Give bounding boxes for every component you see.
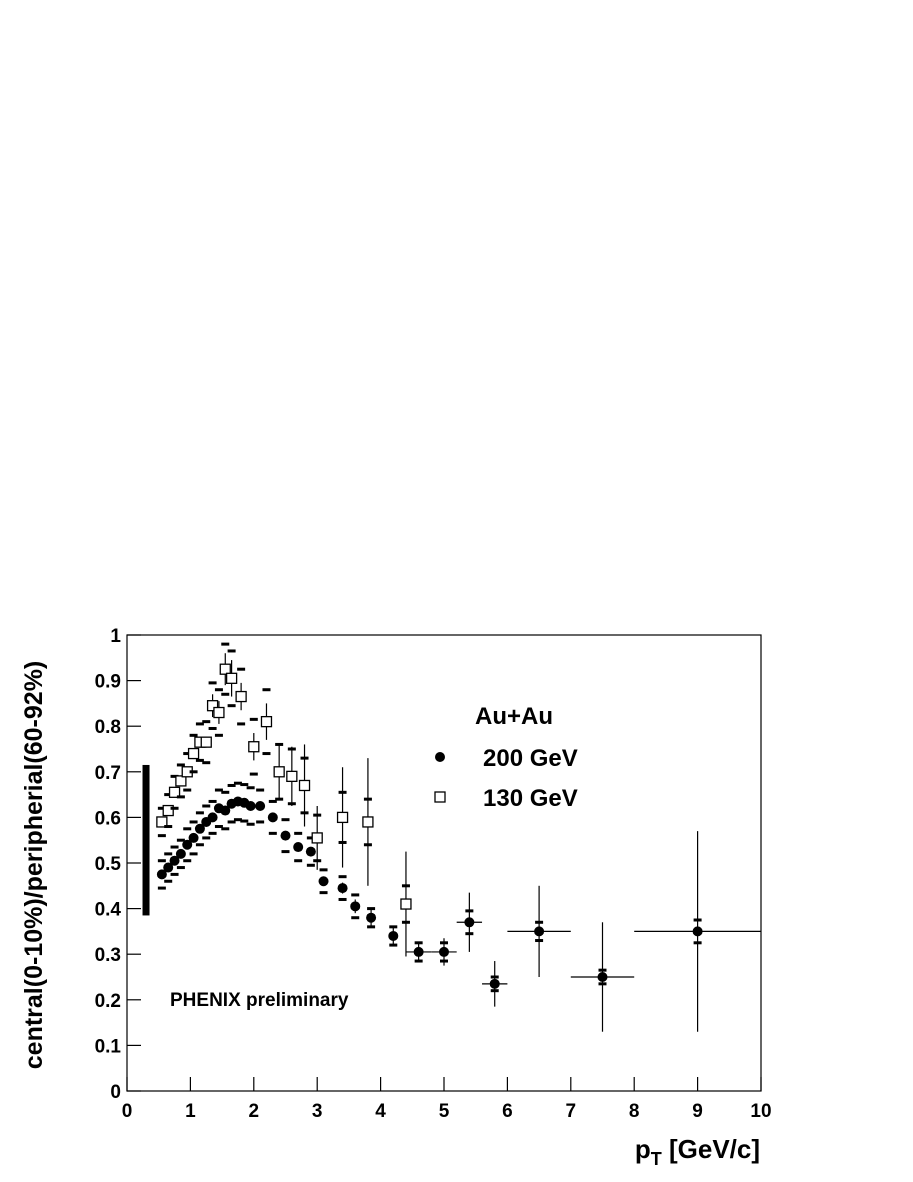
y-tick-label: 0.3 — [95, 945, 121, 966]
annotation: PHENIX preliminary — [170, 990, 349, 1011]
x-tick-label: 2 — [249, 1101, 260, 1122]
data-point — [318, 876, 329, 887]
data-point — [286, 770, 298, 783]
y-tick-label: 0.8 — [95, 717, 121, 738]
x-label-sub: T — [651, 1149, 662, 1169]
plot-frame — [126, 634, 762, 1092]
legend-label: 130 GeV — [483, 785, 578, 812]
data-point — [182, 839, 193, 850]
x-tick-label: 6 — [502, 1101, 513, 1122]
data-point — [311, 832, 323, 844]
y-tick-label: 0.7 — [95, 763, 121, 784]
data-point — [366, 912, 377, 923]
data-point — [162, 804, 174, 817]
y-tick-label: 0.9 — [95, 672, 121, 693]
data-point — [156, 816, 168, 828]
x-tick-label: 7 — [566, 1101, 577, 1122]
data-point — [163, 862, 174, 873]
data-point — [194, 823, 205, 834]
data-point — [464, 917, 475, 928]
data-point — [350, 901, 361, 912]
data-point — [260, 715, 273, 728]
x-tick-label: 3 — [312, 1101, 323, 1122]
y-tick-label: 0 — [110, 1082, 121, 1103]
data-point — [388, 930, 399, 941]
data-point — [362, 816, 374, 828]
normalization-band — [142, 764, 150, 916]
data-point — [213, 706, 225, 719]
data-point — [400, 898, 412, 910]
x-axis-label: pT [GeV/c] — [635, 1134, 760, 1169]
data-point — [207, 812, 218, 823]
data-point — [337, 883, 348, 894]
data-point — [293, 842, 304, 853]
data-point — [248, 741, 260, 753]
data-point — [305, 846, 316, 857]
data-point — [267, 812, 278, 823]
data-point — [255, 801, 266, 811]
data-point — [692, 926, 703, 937]
data-point — [175, 775, 187, 787]
y-tick-label: 0.6 — [95, 808, 121, 829]
x-label-rest: [GeV/c] — [662, 1134, 760, 1164]
x-label-main: p — [635, 1134, 651, 1164]
data-point — [235, 690, 247, 703]
legend-marker — [434, 791, 446, 803]
y-tick-label: 0.4 — [95, 900, 122, 921]
data-point — [220, 805, 231, 816]
data-point — [219, 663, 231, 675]
data-point — [298, 779, 311, 792]
y-tick-label: 1 — [110, 626, 121, 647]
data-point — [169, 855, 180, 866]
legend-title: Au+Au — [475, 703, 553, 730]
legend-marker — [435, 752, 445, 762]
data-point — [336, 811, 349, 824]
data-point — [280, 830, 291, 841]
data-point — [439, 946, 449, 957]
data-point — [245, 801, 256, 811]
x-tick-label: 8 — [629, 1101, 640, 1122]
y-tick-label: 0.5 — [95, 854, 122, 875]
x-tick-label: 9 — [692, 1101, 703, 1122]
x-tick-label: 10 — [750, 1101, 771, 1122]
data-point — [225, 672, 238, 684]
data-point — [200, 736, 212, 748]
data-point — [489, 978, 500, 989]
x-tick-label: 0 — [122, 1101, 133, 1122]
data-point — [187, 747, 200, 760]
data-point — [168, 786, 181, 798]
data-point — [597, 972, 608, 982]
data-point — [273, 766, 285, 778]
y-tick-label: 0.1 — [95, 1036, 122, 1057]
x-tick-label: 4 — [375, 1101, 386, 1122]
y-axis-label: central(0-10%)/peripherial(60-92%) — [20, 661, 48, 1069]
data-point — [175, 848, 186, 859]
data-point — [156, 869, 167, 880]
data-point — [206, 700, 219, 712]
data-point — [188, 832, 199, 843]
x-tick-label: 1 — [185, 1101, 196, 1122]
legend-label: 200 GeV — [483, 745, 578, 772]
y-tick-label: 0.2 — [95, 991, 121, 1012]
data-point — [413, 946, 424, 957]
x-tick-label: 5 — [439, 1101, 450, 1122]
data-point — [534, 926, 545, 937]
